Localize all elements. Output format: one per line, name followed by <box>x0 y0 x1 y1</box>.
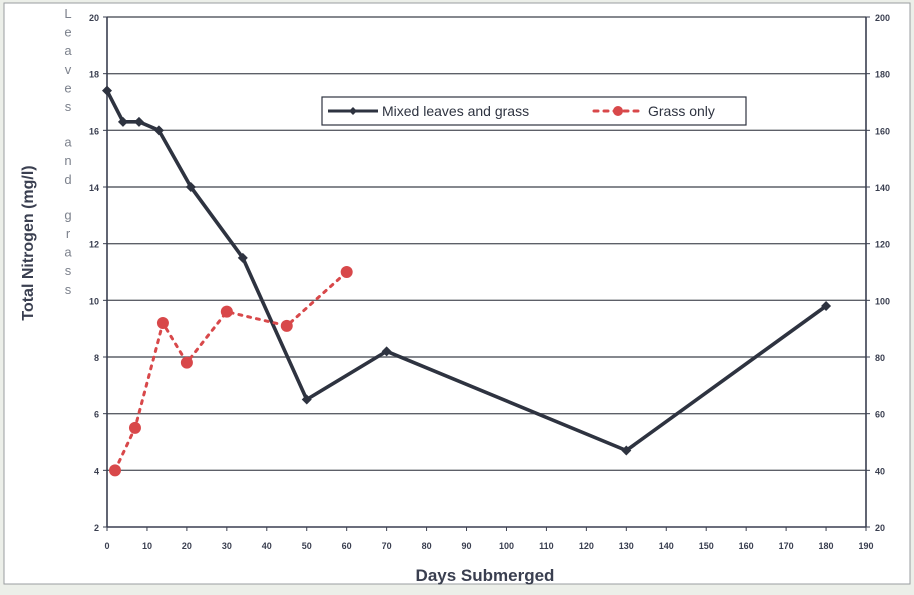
y-axis-label: Total Nitrogen (mg/l) <box>20 165 37 320</box>
x-tick-label: 90 <box>462 541 472 551</box>
x-tick-label: 130 <box>619 541 634 551</box>
y2-tick-label: 140 <box>875 183 890 193</box>
data-series <box>102 85 832 477</box>
vertical-label-letter: n <box>64 153 71 168</box>
legend-box <box>321 96 747 126</box>
legend-swatch-marker <box>349 107 357 115</box>
vertical-label-letter: s <box>65 263 72 278</box>
y-tick-label: 12 <box>89 240 99 250</box>
x-tick-label: 20 <box>182 541 192 551</box>
data-point-circle <box>340 266 353 278</box>
data-point-diamond <box>237 252 248 263</box>
data-point-diamond <box>381 346 392 357</box>
data-point-circle <box>108 464 121 477</box>
tick-labels: 2468101214161820204060801001201401601802… <box>89 13 890 551</box>
y2-tick-label: 60 <box>875 410 885 420</box>
data-point-diamond <box>821 301 832 311</box>
vertical-label-letter: a <box>64 135 72 150</box>
y2-tick-label: 20 <box>875 523 885 533</box>
x-tick-label: 50 <box>302 541 312 551</box>
y-tick-label: 2 <box>94 523 99 533</box>
y-tick-label: 10 <box>89 296 99 306</box>
x-tick-label: 120 <box>579 541 594 551</box>
y2-tick-label: 100 <box>875 296 890 306</box>
y2-tick-label: 160 <box>875 126 890 136</box>
vertical-label-letter: a <box>64 245 72 260</box>
x-tick-label: 100 <box>499 541 514 551</box>
x-tick-label: 190 <box>858 541 873 551</box>
vertical-label-letter: e <box>64 25 71 40</box>
data-point-diamond <box>133 116 144 127</box>
vertical-label-letter: L <box>64 6 71 21</box>
chart-frame <box>3 2 911 585</box>
series-line-0 <box>105 89 828 453</box>
x-tick-label: 140 <box>659 541 674 551</box>
axes <box>106 17 867 528</box>
x-tick-label: 30 <box>222 541 232 551</box>
legend-swatch-marker <box>613 106 623 116</box>
data-point-circle <box>220 305 233 318</box>
vertical-label-letter: s <box>65 99 72 114</box>
y-tick-label: 4 <box>94 466 99 476</box>
x-axis-label: Days Submerged <box>416 566 555 585</box>
data-point-circle <box>128 421 141 434</box>
vertical-label-letter: a <box>64 43 72 58</box>
data-point-diamond <box>102 85 112 96</box>
y2-tick-label: 200 <box>875 13 890 23</box>
x-tick-label: 180 <box>819 541 834 551</box>
x-tick-label: 160 <box>739 541 754 551</box>
x-tick-label: 70 <box>382 541 392 551</box>
data-point-circle <box>180 356 193 369</box>
x-tick-label: 170 <box>779 541 794 551</box>
vertical-label-letter: v <box>65 62 72 77</box>
data-point-diamond <box>117 116 128 127</box>
y-tick-label: 8 <box>94 353 99 363</box>
data-point-diamond <box>621 445 632 456</box>
y2-tick-label: 180 <box>875 70 890 80</box>
y2-tick-label: 120 <box>875 240 890 250</box>
y-tick-label: 18 <box>89 70 99 80</box>
data-point-diamond <box>185 182 196 192</box>
data-point-diamond <box>153 125 164 136</box>
y2-tick-label: 80 <box>875 353 885 363</box>
vertical-label-letter: g <box>64 207 71 222</box>
legend-label: Grass only <box>648 103 715 119</box>
y-tick-label: 20 <box>89 13 99 23</box>
y-tick-label: 14 <box>89 183 99 193</box>
x-tick-label: 150 <box>699 541 714 551</box>
vertical-label-letter: r <box>66 226 71 241</box>
x-tick-label: 110 <box>539 541 554 551</box>
vertical-label-letter: d <box>64 172 71 187</box>
y-tick-label: 6 <box>94 410 99 420</box>
y-tick-label: 16 <box>89 126 99 136</box>
vertical-label-letter: s <box>65 282 72 297</box>
data-point-circle <box>280 319 293 332</box>
data-point-diamond <box>301 394 312 405</box>
y2-tick-label: 40 <box>875 466 885 476</box>
data-point-circle <box>156 317 169 329</box>
legend: Mixed leaves and grass Grass only <box>321 96 747 126</box>
x-tick-label: 10 <box>142 541 152 551</box>
x-tick-label: 40 <box>262 541 272 551</box>
vertical-label-letter: e <box>64 80 71 95</box>
x-tick-label: 0 <box>104 541 109 551</box>
x-tick-label: 80 <box>422 541 432 551</box>
x-tick-label: 60 <box>342 541 352 551</box>
legend-label: Mixed leaves and grass <box>382 103 529 119</box>
